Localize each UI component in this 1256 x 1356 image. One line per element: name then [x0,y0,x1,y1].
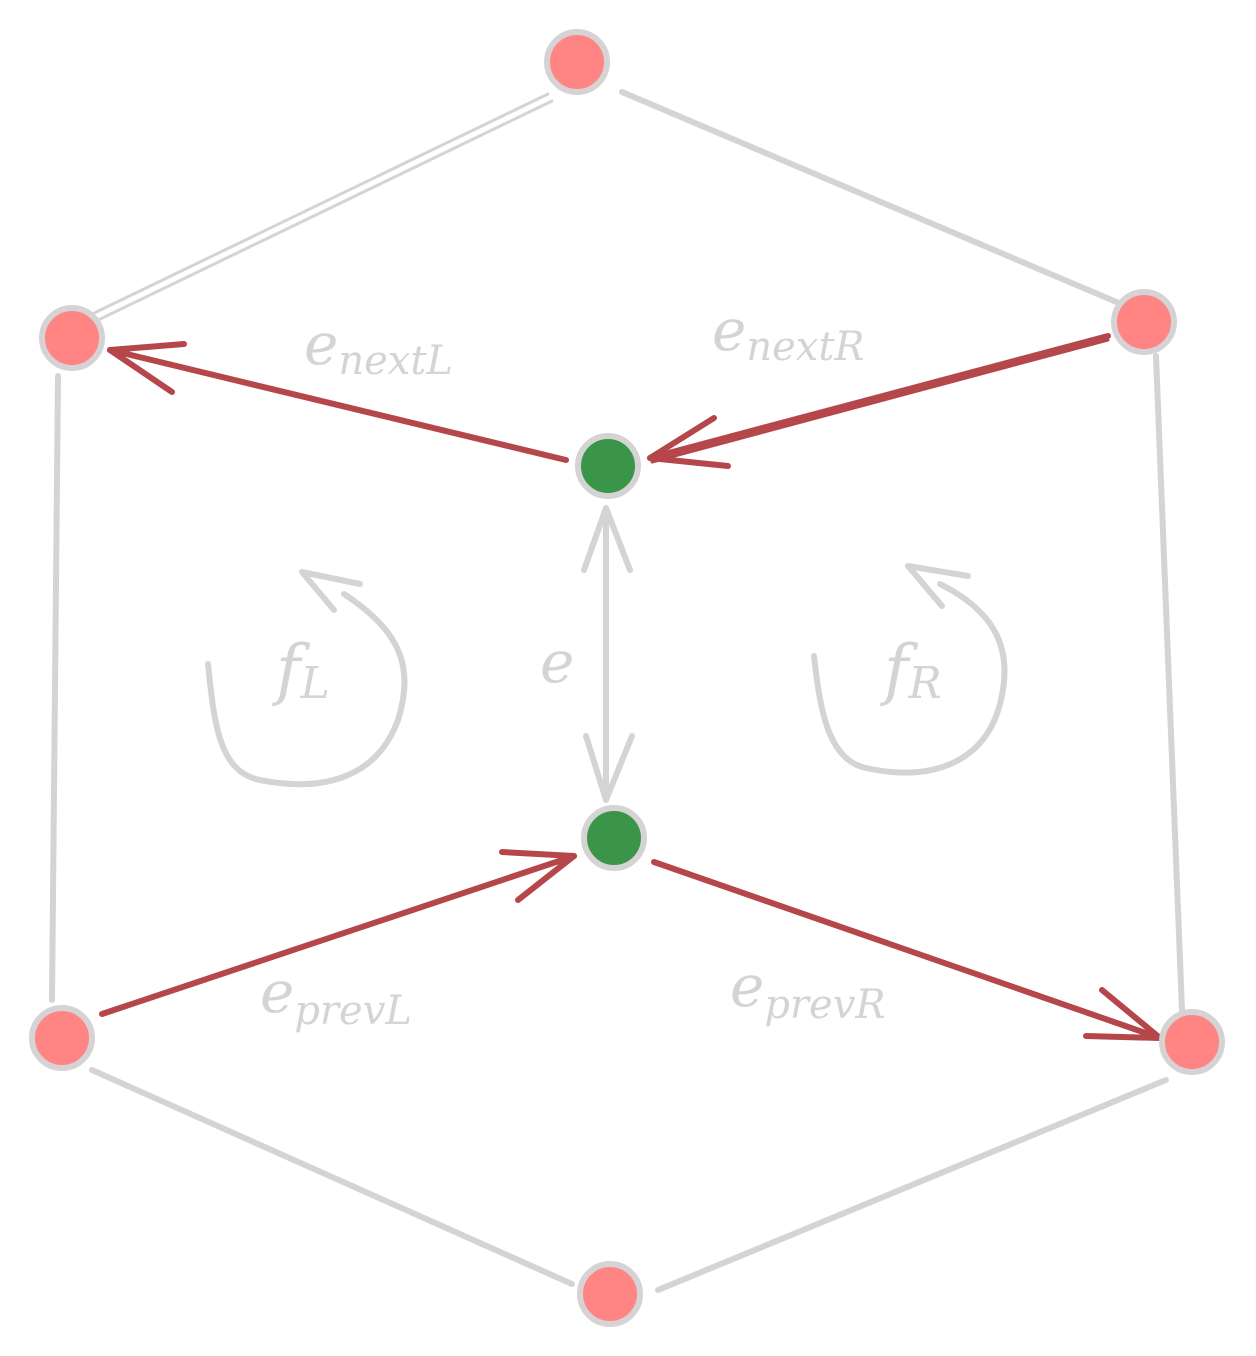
edge-left [49,373,61,1003]
half-edges [99,333,1163,1041]
label-e-prev-left: eprevL [260,958,412,1034]
half-edge-prev-left [99,849,577,1017]
outer-vertices [29,29,1225,1327]
label-e-prev-right: eprevR [730,952,885,1028]
edge-top-left [86,92,550,318]
edge-top-left-double [90,99,554,325]
edge-e-arrow [581,505,635,803]
face-left-arrow [205,569,408,788]
outer-edges [49,89,1185,1293]
edge-bottom-right [655,1077,1169,1293]
edge-top-right [619,89,1143,315]
vertex-upper-left [39,305,105,371]
vertex-lower-right [1159,1009,1225,1075]
face-right-arrow [811,563,1008,776]
half-edge-next-right [647,333,1111,469]
vertex-inner-top [575,433,641,499]
vertex-inner-bottom [581,805,647,871]
edge-right [1153,353,1185,1013]
vertex-bottom [577,1261,643,1327]
label-face-left: fL [271,631,330,709]
label-edge-e: e [540,628,574,696]
label-e-next-left: enextL [304,310,453,384]
inner-vertices [575,433,647,871]
edge-bottom-left [89,1067,575,1287]
vertex-upper-right [1111,289,1177,355]
half-edge-next-left [107,341,569,463]
label-e-next-right: enextR [712,296,865,370]
label-face-right: fR [879,631,942,709]
vertex-lower-left [29,1005,95,1071]
vertex-top [544,29,610,95]
